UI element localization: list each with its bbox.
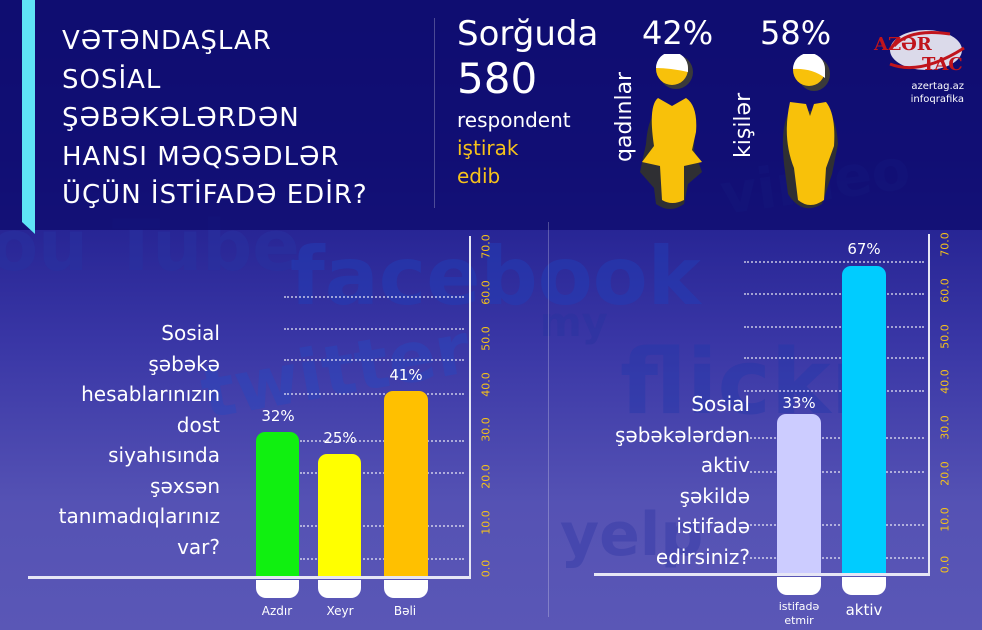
chart2-y-axis bbox=[928, 234, 930, 575]
bar-active-label: aktiv bbox=[845, 601, 883, 619]
bar-xeyr-label: Xeyr bbox=[326, 604, 354, 618]
chart2-question: Sosial şəbəkələrdən aktiv şəkildə istifa… bbox=[614, 392, 750, 569]
bar-beli-label: Bəli bbox=[393, 604, 417, 618]
y-tick: 60.0 bbox=[479, 280, 493, 305]
y-tick: 50.0 bbox=[479, 326, 493, 351]
bar-azdir-cap bbox=[256, 580, 299, 598]
accent-bar bbox=[22, 0, 35, 234]
y-tick: 10.0 bbox=[479, 510, 493, 535]
bg-facebook-text: facebook bbox=[290, 230, 701, 323]
bar-xeyr-value: 25% bbox=[323, 429, 357, 447]
title-line: HANSI MƏQSƏDLƏR bbox=[62, 141, 340, 172]
men-label: kişilər bbox=[731, 92, 756, 158]
y-tick: 20.0 bbox=[479, 464, 493, 489]
grid-line bbox=[300, 558, 464, 560]
survey-stat: Sorğuda 580 respondent iştirak edib bbox=[457, 14, 598, 190]
chart1-x-axis bbox=[28, 576, 471, 579]
y-tick: 60.0 bbox=[938, 278, 952, 303]
y-tick: 70.0 bbox=[479, 234, 493, 259]
grid-line bbox=[744, 357, 924, 359]
bar-azdir-label: Azdır bbox=[261, 604, 293, 618]
y-tick: 10.0 bbox=[938, 507, 952, 532]
y-tick: 0.0 bbox=[479, 559, 493, 578]
y-tick: 20.0 bbox=[938, 461, 952, 486]
y-tick: 40.0 bbox=[938, 369, 952, 394]
chart2-x-axis bbox=[594, 573, 930, 576]
bar-active bbox=[842, 266, 886, 573]
grid-line bbox=[300, 440, 464, 442]
header-divider bbox=[434, 18, 435, 208]
bg-myblogger-text: my bbox=[540, 300, 608, 346]
logo-section: infoqrafika bbox=[910, 94, 964, 105]
bar-xeyr bbox=[318, 454, 361, 576]
bar-not-using-cap bbox=[777, 577, 821, 595]
survey-line1: Sorğuda bbox=[457, 14, 599, 54]
bar-not-using bbox=[777, 414, 821, 573]
y-tick: 50.0 bbox=[938, 324, 952, 349]
grid-line bbox=[750, 437, 924, 439]
man-icon bbox=[782, 54, 838, 209]
grid-line bbox=[744, 326, 924, 328]
chart1-y-axis bbox=[469, 236, 471, 579]
chart1-question: Sosial şəbəkə hesablarınızın dost siyahı… bbox=[58, 321, 220, 559]
azertac-globe-icon: AZƏR TAC bbox=[873, 30, 965, 75]
bar-beli-value: 41% bbox=[389, 366, 423, 384]
chart-divider bbox=[548, 222, 549, 617]
svg-text:AZƏR: AZƏR bbox=[873, 34, 933, 55]
men-percent: 58% bbox=[760, 14, 832, 52]
title-line: ÜÇÜN İSTİFADƏ EDİR? bbox=[62, 180, 368, 210]
y-tick: 30.0 bbox=[938, 415, 952, 440]
grid-line bbox=[744, 390, 924, 392]
grid-line bbox=[750, 471, 924, 473]
grid-line bbox=[284, 296, 464, 298]
grid-line bbox=[744, 293, 924, 295]
survey-line3: respondent bbox=[457, 108, 571, 132]
bar-active-cap bbox=[842, 577, 886, 595]
azertac-logo: AZƏR TAC azertag.az infoqrafika bbox=[870, 26, 970, 106]
grid-line bbox=[300, 472, 464, 474]
bar-beli bbox=[384, 391, 428, 576]
woman-icon bbox=[640, 54, 702, 209]
y-tick: 0.0 bbox=[938, 555, 952, 574]
y-tick: 30.0 bbox=[479, 417, 493, 442]
respondent-count: 580 bbox=[457, 54, 538, 103]
title-line: ŞƏBƏKƏLƏRDƏN bbox=[62, 103, 300, 133]
grid-line bbox=[750, 557, 924, 559]
title-line: VƏTƏNDAŞLAR bbox=[62, 26, 272, 56]
svg-text:TAC: TAC bbox=[922, 54, 963, 75]
grid-line bbox=[744, 261, 924, 263]
grid-line bbox=[284, 359, 464, 361]
bar-not-using-value: 33% bbox=[782, 394, 816, 412]
y-tick: 40.0 bbox=[479, 372, 493, 397]
women-label: qadınlar bbox=[612, 71, 637, 162]
bar-azdir bbox=[256, 432, 299, 576]
grid-line bbox=[750, 524, 924, 526]
grid-line bbox=[284, 328, 464, 330]
bar-not-using-label: istifadə etmir bbox=[778, 600, 820, 627]
bar-azdir-value: 32% bbox=[261, 407, 295, 425]
survey-line5: edib bbox=[457, 164, 501, 188]
grid-line bbox=[284, 393, 464, 395]
bar-active-value: 67% bbox=[847, 240, 881, 258]
bar-beli-cap bbox=[384, 580, 428, 598]
logo-site: azertag.az bbox=[911, 81, 964, 92]
y-tick: 70.0 bbox=[938, 232, 952, 257]
survey-line4: iştirak bbox=[457, 136, 519, 160]
title-line: SOSİAL bbox=[62, 64, 162, 95]
page-title: VƏTƏNDAŞLAR SOSİAL ŞƏBƏKƏLƏRDƏN HANSI MƏ… bbox=[62, 22, 368, 215]
women-percent: 42% bbox=[642, 14, 714, 52]
grid-line bbox=[300, 525, 464, 527]
bar-xeyr-cap bbox=[318, 580, 361, 598]
